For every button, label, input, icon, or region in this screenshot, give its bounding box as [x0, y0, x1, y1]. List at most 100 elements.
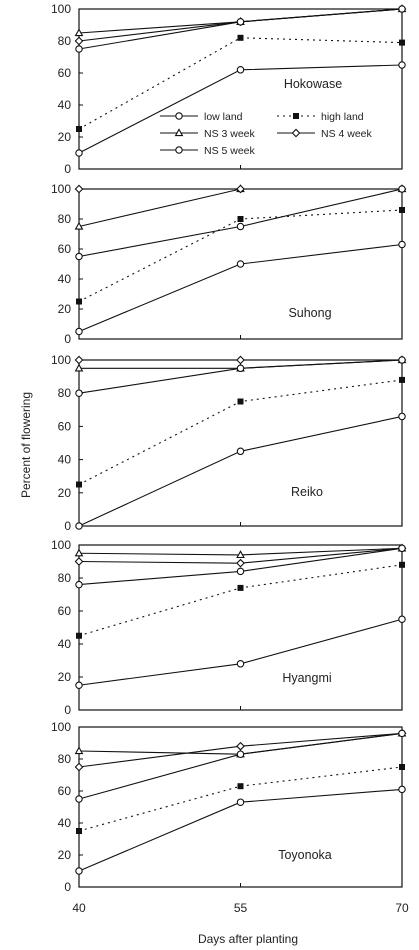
- panel-hokowase: 0 20 40 60 80 100 Hokowase low land high land NS …: [51, 2, 407, 176]
- point-ns5: [398, 185, 406, 193]
- point-low_land: [398, 240, 406, 249]
- series-line-high_land: [78, 766, 403, 832]
- point-ns5: [236, 567, 245, 576]
- legend-marker-high_land: [293, 113, 299, 119]
- x-axis-label: Days after planting: [198, 932, 298, 946]
- point-ns3: [236, 550, 245, 559]
- point-ns4: [236, 355, 245, 365]
- point-ns5: [236, 750, 245, 758]
- point-high_land: [399, 764, 405, 770]
- point-low_land: [236, 260, 245, 268]
- panel-suhong: 0 20 40 60 80 100 Suhong: [51, 182, 407, 346]
- y-tick-label: 100: [51, 182, 71, 196]
- y-tick-label: 20: [58, 302, 72, 316]
- point-ns4: [74, 355, 84, 365]
- y-tick-label: 80: [58, 34, 72, 48]
- point-low_land: [75, 681, 83, 689]
- panel-label: Hyangmi: [282, 671, 331, 685]
- legend-marker-ns5: [175, 146, 183, 154]
- legend-label-ns4: NS 4 week: [321, 128, 373, 140]
- point-high_land: [237, 216, 244, 222]
- point-high_land: [76, 632, 82, 639]
- panels-layer: 0 20 40 60 80 100 Hokowase low land high land NS …: [51, 2, 409, 915]
- series-line-low_land: [78, 618, 403, 686]
- point-ns5: [398, 356, 406, 364]
- point-ns5: [398, 544, 406, 553]
- y-tick-label: 0: [64, 332, 71, 346]
- point-ns5: [398, 5, 406, 13]
- point-ns4: [236, 184, 245, 194]
- point-ns4: [74, 184, 84, 194]
- point-high_land: [399, 207, 405, 213]
- point-ns5: [236, 18, 245, 26]
- point-high_land: [76, 298, 82, 305]
- legend-label-ns3: NS 3 week: [204, 128, 256, 140]
- point-low_land: [75, 522, 83, 530]
- legend-label-high_land: high land: [321, 111, 364, 123]
- series-line-high_land: [78, 564, 403, 637]
- point-low_land: [236, 798, 245, 806]
- point-ns3: [74, 548, 84, 557]
- legend-marker-low_land: [175, 112, 183, 120]
- legend-label-ns5: NS 5 week: [204, 145, 256, 157]
- point-low_land: [398, 412, 406, 421]
- y-tick-label: 60: [58, 419, 72, 433]
- y-axis-label: Percent of flowering: [19, 392, 33, 498]
- panel-frame: [78, 359, 403, 527]
- point-high_land: [399, 39, 405, 46]
- point-ns5: [75, 389, 83, 397]
- series-line-low_land: [78, 243, 403, 333]
- point-low_land: [398, 615, 406, 623]
- point-high_land: [399, 561, 405, 568]
- point-ns5: [75, 252, 83, 261]
- series-line-high_land: [78, 37, 403, 130]
- y-tick-label: 20: [58, 130, 72, 144]
- point-high_land: [237, 584, 244, 591]
- y-tick-label: 0: [64, 703, 71, 717]
- y-tick-label: 20: [58, 670, 72, 684]
- y-tick-label: 60: [58, 604, 72, 618]
- point-low_land: [236, 66, 245, 74]
- series-line-ns5: [78, 8, 403, 50]
- panel-label: Suhong: [288, 306, 331, 320]
- legend-marker-ns3: [174, 128, 184, 137]
- point-ns3: [74, 221, 84, 230]
- point-ns5: [75, 45, 83, 53]
- point-high_land: [76, 126, 82, 132]
- y-tick-label: 80: [58, 571, 72, 585]
- point-low_land: [236, 660, 245, 668]
- legend-marker-ns4: [291, 128, 301, 138]
- point-ns4: [74, 557, 84, 566]
- y-tick-label: 0: [64, 880, 71, 894]
- point-ns5: [236, 364, 245, 373]
- point-low_land: [398, 61, 406, 69]
- x-tick-label: 40: [72, 901, 86, 915]
- point-ns4: [236, 558, 245, 568]
- point-high_land: [399, 376, 405, 383]
- point-high_land: [237, 398, 244, 405]
- point-ns5: [398, 729, 406, 738]
- y-tick-label: 40: [58, 816, 72, 830]
- y-tick-label: 20: [58, 848, 72, 862]
- point-ns4: [74, 762, 84, 772]
- y-tick-label: 20: [58, 486, 72, 500]
- panel-label: Hokowase: [284, 77, 342, 91]
- y-tick-label: 0: [64, 519, 71, 533]
- y-tick-label: 100: [51, 353, 71, 367]
- point-ns4: [236, 741, 245, 751]
- y-tick-label: 40: [58, 98, 72, 112]
- y-tick-label: 80: [58, 752, 72, 766]
- point-high_land: [237, 783, 244, 790]
- panel-hyangmi: 0 20 40 60 80 100 Hyangmi: [51, 538, 407, 717]
- y-tick-label: 40: [58, 637, 72, 651]
- y-tick-label: 60: [58, 242, 72, 256]
- y-tick-label: 100: [51, 720, 71, 734]
- panel-toyonoka: 0 20 40 60 80 100 Toyonoka: [51, 720, 407, 894]
- x-tick-label: 70: [395, 901, 409, 915]
- point-high_land: [76, 828, 82, 834]
- point-low_land: [236, 447, 245, 456]
- y-tick-label: 80: [58, 386, 72, 400]
- y-tick-label: 40: [58, 453, 72, 467]
- y-tick-label: 0: [64, 162, 71, 176]
